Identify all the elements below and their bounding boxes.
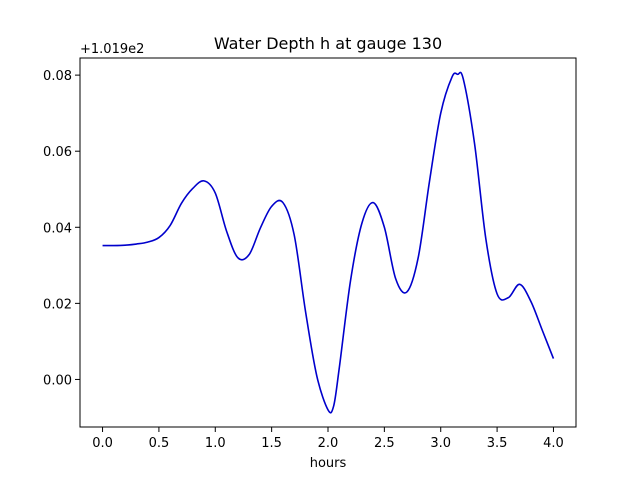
plot-area [102, 71, 555, 414]
y-tick-label: 0.00 [43, 373, 72, 388]
x-axis-label: hours [310, 456, 347, 471]
x-tick-label: 3.5 [487, 436, 508, 451]
y-tick-label: 0.08 [43, 69, 72, 84]
x-tick-label: 1.5 [261, 436, 282, 451]
y-offset-label: +1.019e2 [80, 42, 144, 57]
series-line-0 [102, 71, 555, 414]
y-tick-label: 0.06 [43, 145, 72, 160]
chart-title: Water Depth h at gauge 130 [214, 34, 442, 53]
y-tick-label: 0.04 [43, 221, 72, 236]
x-tick-label: 3.0 [430, 436, 451, 451]
x-tick-label: 2.5 [374, 436, 395, 451]
x-tick-label: 2.0 [318, 436, 339, 451]
x-axis: 0.0 0.5 1.0 1.5 2.0 2.5 3.0 3.5 4.0 [92, 427, 564, 451]
x-tick-label: 4.0 [543, 436, 564, 451]
x-tick-label: 0.5 [149, 436, 170, 451]
x-tick-label: 0.0 [92, 436, 113, 451]
axes-frame [79, 57, 577, 428]
y-axis: 0.00 0.02 0.04 0.06 0.08 [43, 69, 80, 388]
y-tick-label: 0.02 [43, 297, 72, 312]
x-tick-label: 1.0 [205, 436, 226, 451]
